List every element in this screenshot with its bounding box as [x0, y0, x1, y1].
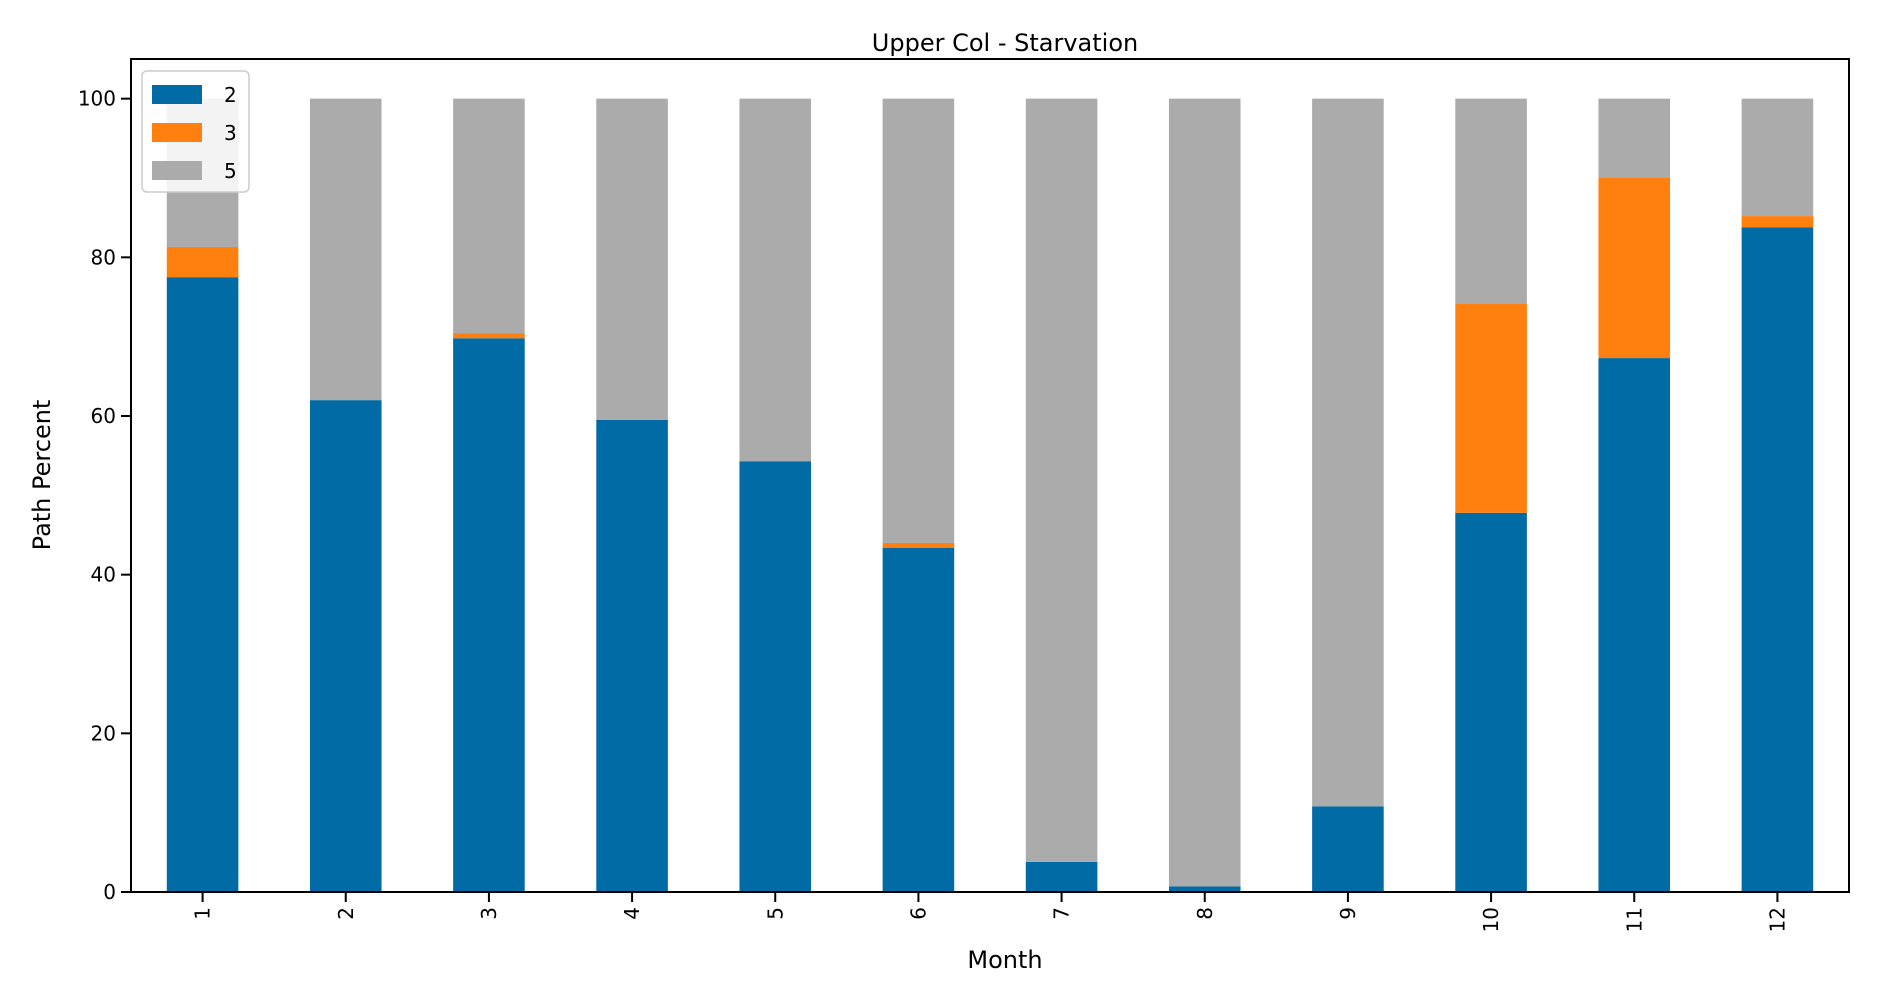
- bar-month-11-series-3: [1598, 178, 1671, 359]
- legend: 2 3 5: [141, 70, 250, 193]
- bar-month-6-series-5: [882, 98, 955, 543]
- x-tick-label: 1: [191, 907, 215, 920]
- bar-month-3-series-5: [453, 98, 525, 334]
- x-tick-label: 4: [620, 907, 644, 920]
- bar-month-1-series-3: [166, 247, 239, 278]
- bar-month-3-series-2: [453, 338, 525, 893]
- legend-label-5: 5: [224, 159, 237, 183]
- bars-group: [166, 98, 1814, 893]
- bar-month-4-series-2: [596, 419, 668, 892]
- bar-month-12-series-3: [1741, 216, 1814, 228]
- y-tick-label: 80: [91, 245, 116, 269]
- plot-frame: [130, 58, 1850, 893]
- y-tick-label: 60: [91, 404, 116, 428]
- bar-month-8-series-2: [1168, 886, 1241, 892]
- bar-month-11-series-5: [1598, 98, 1671, 178]
- y-tick-label: 20: [91, 721, 116, 745]
- x-tick-label: 7: [1050, 907, 1074, 920]
- bar-month-10-series-2: [1455, 512, 1527, 892]
- x-tick-label: 10: [1479, 907, 1503, 932]
- bar-month-8-series-5: [1168, 98, 1241, 887]
- legend-label-2: 2: [224, 83, 237, 107]
- bar-month-6-series-2: [882, 547, 955, 892]
- chart-title: Upper Col - Starvation: [872, 29, 1138, 57]
- bar-month-9-series-2: [1312, 806, 1384, 892]
- bar-month-5-series-2: [739, 461, 812, 892]
- bar-month-12-series-2: [1741, 227, 1814, 893]
- bar-month-4-series-5: [596, 98, 668, 420]
- x-axis-label: Month: [967, 946, 1042, 974]
- bar-month-7-series-5: [1025, 98, 1098, 862]
- x-tick-label: 9: [1336, 907, 1360, 920]
- bar-month-5-series-5: [739, 98, 812, 462]
- x-tick-label: 8: [1193, 907, 1217, 920]
- bar-month-10-series-5: [1455, 98, 1527, 304]
- bar-month-2-series-2: [309, 400, 382, 892]
- x-tick-label: 11: [1622, 907, 1646, 932]
- bar-month-6-series-3: [882, 542, 955, 548]
- legend-swatch-5: [152, 161, 202, 180]
- bar-month-9-series-5: [1312, 98, 1384, 807]
- y-tick-label: 40: [91, 563, 116, 587]
- bar-month-11-series-2: [1598, 358, 1671, 892]
- bar-month-7-series-2: [1025, 861, 1098, 892]
- x-tick-label: 2: [334, 907, 358, 920]
- x-tick-label: 6: [906, 907, 930, 920]
- x-tick-label: 12: [1765, 907, 1789, 932]
- bar-month-12-series-5: [1741, 98, 1814, 217]
- y-tick-label: 0: [103, 880, 116, 904]
- bar-month-1-series-2: [166, 277, 239, 893]
- y-axis: 0 20 40 60 80 100: [78, 87, 131, 904]
- bar-month-10-series-3: [1455, 303, 1527, 513]
- x-tick-label: 3: [477, 907, 501, 920]
- legend-label-3: 3: [224, 121, 237, 145]
- legend-swatch-2: [152, 85, 202, 104]
- y-axis-label: Path Percent: [28, 400, 56, 551]
- x-tick-label: 5: [763, 907, 787, 920]
- legend-swatch-3: [152, 123, 202, 142]
- bar-month-3-series-3: [453, 333, 525, 339]
- bar-month-2-series-5: [309, 98, 382, 401]
- x-axis: 1 2 3 4 5 6 7 8 9 10 11 12: [191, 892, 1789, 932]
- y-tick-label: 100: [78, 87, 116, 111]
